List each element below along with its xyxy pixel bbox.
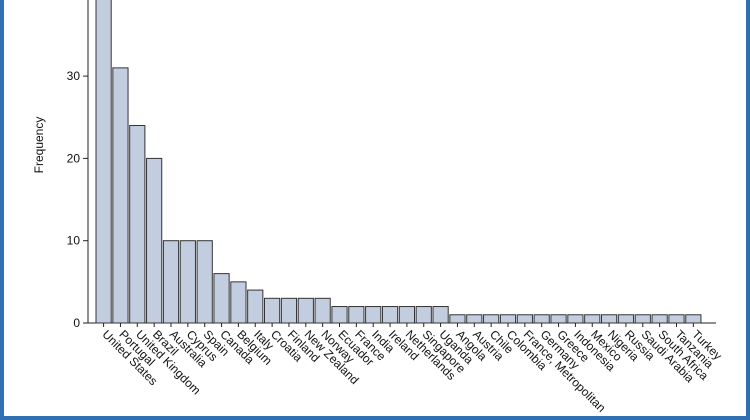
bar [348,306,365,324]
bar [668,314,685,324]
y-axis-label: Frequency [32,117,46,174]
bar [213,273,230,324]
bar [112,67,129,324]
bar [685,314,702,324]
bars [95,0,702,324]
bar [179,240,196,324]
bar [499,314,517,324]
bar [617,314,635,324]
bar [398,306,415,324]
bar [601,314,618,324]
bar [584,314,601,324]
bar [483,314,500,324]
bar [264,297,281,324]
bar [365,306,382,324]
bar [280,297,298,324]
y-tick-label: 20 [67,151,81,165]
bar [466,314,483,324]
bar [247,289,264,324]
bar [230,281,247,324]
bar [162,240,180,324]
bar [533,314,550,324]
bar [634,314,651,324]
y-tick-label: 10 [67,234,81,248]
bar [146,157,163,324]
bar [651,314,668,324]
bar [415,306,432,324]
y-tick-label: 0 [73,316,80,330]
bar [449,314,466,324]
bar [129,124,146,324]
bar [550,314,567,324]
bar [95,0,112,324]
bar [196,240,213,324]
bar [297,297,314,324]
bar [331,306,348,324]
y-tick-label: 30 [67,69,81,83]
y-ticks: 0 10 20 30 [67,69,88,330]
bar [516,314,533,324]
bar [381,306,399,324]
bar [314,297,331,324]
bar [432,306,449,324]
bar [567,314,584,324]
